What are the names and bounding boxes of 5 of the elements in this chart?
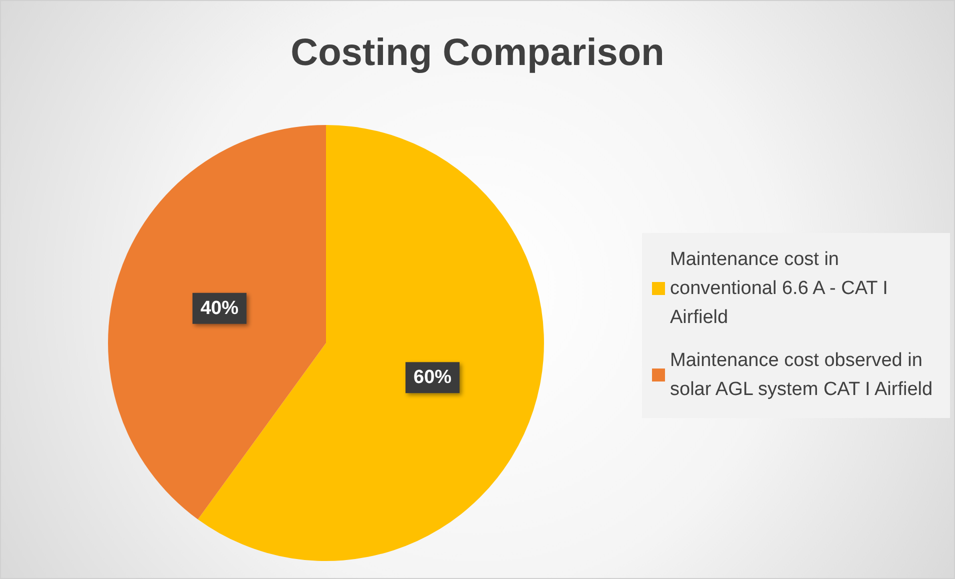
data-label: 60%: [414, 367, 452, 388]
legend-label: Maintenance cost in conventional 6.6 A - CAT I Airfield: [670, 249, 894, 328]
data-label: 40%: [200, 298, 239, 319]
legend-label: Maintenance cost observed in solar AGL system CAT I Airfield: [670, 350, 933, 400]
chart-title: Costing Comparison: [290, 32, 664, 74]
